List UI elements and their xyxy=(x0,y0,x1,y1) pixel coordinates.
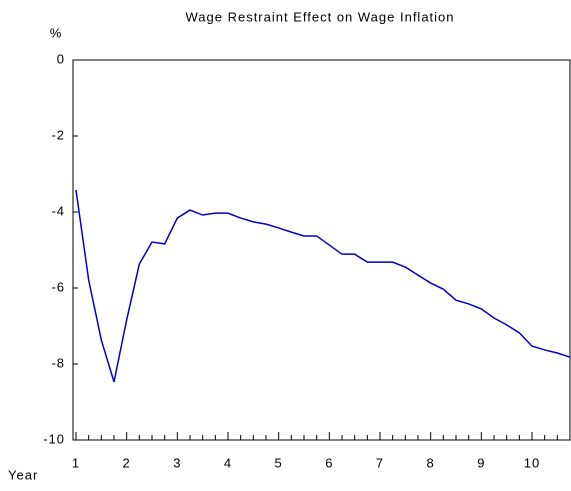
x-tick-label: 1 xyxy=(72,455,80,470)
x-tick-label: 9 xyxy=(477,455,485,470)
x-tick-label: 7 xyxy=(376,455,384,470)
y-tick-label: -4 xyxy=(51,203,65,218)
plot-frame xyxy=(72,59,571,441)
x-tick-label: 10 xyxy=(524,455,540,470)
x-tick-label: 2 xyxy=(123,455,131,470)
y-tick-label: -2 xyxy=(51,127,65,142)
chart-title: Wage Restraint Effect on Wage Inflation xyxy=(185,9,454,24)
x-tick-label: 8 xyxy=(427,455,435,470)
x-tick-label: 6 xyxy=(325,455,333,470)
y-tick-label: 0 xyxy=(57,51,65,66)
y-tick-label: -8 xyxy=(51,355,65,370)
x-axis-label: Year xyxy=(8,467,38,482)
y-tick-label: -6 xyxy=(51,279,65,294)
x-tick-label: 5 xyxy=(275,455,283,470)
y-tick-label: -10 xyxy=(43,431,65,446)
x-tick-label: 3 xyxy=(173,455,181,470)
x-tick-label: 4 xyxy=(224,455,232,470)
data-line xyxy=(75,189,571,383)
y-unit: % xyxy=(50,25,63,40)
